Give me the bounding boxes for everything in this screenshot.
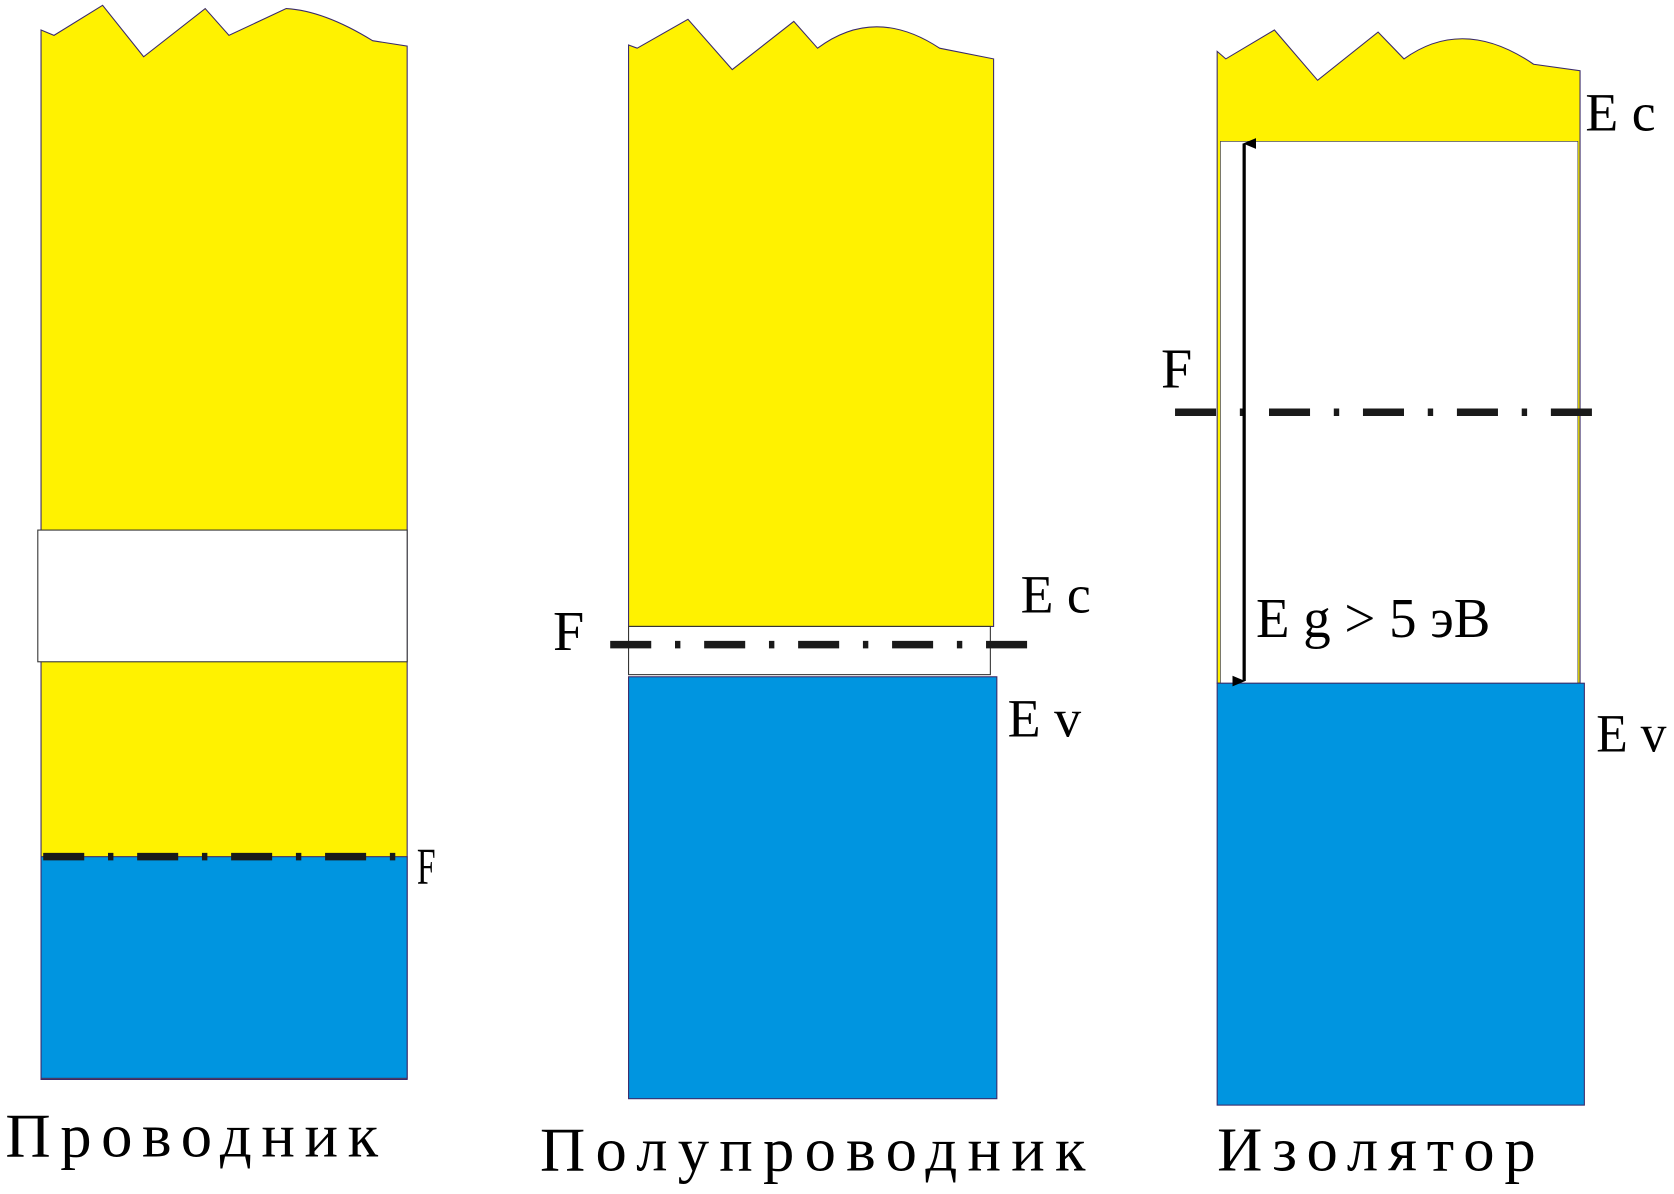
conductor-valence-band (40, 856, 408, 1079)
semiconductor-conduction-band (628, 18, 995, 627)
conductor-title: Проводник (5, 1102, 378, 1171)
conductor-gap (37, 529, 408, 663)
insulator-ev-label: E v (1596, 704, 1666, 764)
insulator-ec-label: E c (1585, 83, 1655, 143)
semiconductor-valence-band (628, 676, 998, 1100)
insulator-fermi-label: F (1161, 339, 1192, 401)
semiconductor-ev-label: E v (1008, 689, 1082, 749)
semiconductor-ec-label: E c (1021, 565, 1091, 625)
insulator-title: Изолятор (1217, 1116, 1536, 1185)
band-gap-label: E g > 5 эВ (1256, 588, 1490, 650)
semiconductor-title: Полупроводник (540, 1116, 1086, 1185)
semiconductor-gap (628, 625, 991, 676)
insulator-diagram: F E c E v E g > 5 эВ Изолятор (1161, 29, 1667, 1185)
conductor-diagram: F Проводник (5, 4, 436, 1171)
insulator-valence-band (1216, 682, 1585, 1106)
semiconductor-fermi-label: F (553, 601, 584, 663)
semiconductor-diagram: F E c E v Полупроводник (540, 18, 1091, 1185)
conductor-fermi-label: F (417, 839, 436, 896)
